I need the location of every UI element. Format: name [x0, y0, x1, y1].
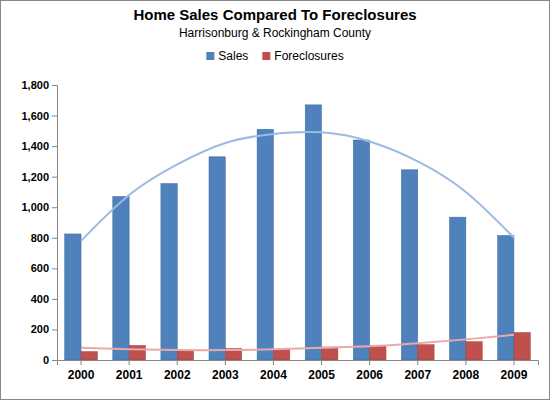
bar — [353, 140, 369, 360]
legend-swatch — [206, 52, 214, 60]
subtitle: Harrisonburg & Rockingham County — [179, 26, 371, 40]
y-tick-label: 400 — [31, 293, 49, 305]
y-tick: 1,000 — [21, 201, 57, 213]
x-tick-mark — [465, 360, 466, 365]
y-tick-label: 1,600 — [21, 110, 49, 122]
bar — [129, 345, 145, 360]
legend: Sales Foreclosures — [206, 49, 343, 63]
y-tick-label: 800 — [31, 232, 49, 244]
x-tick-mark — [129, 360, 130, 365]
trend-line — [81, 335, 514, 350]
y-tick: 600 — [31, 262, 57, 274]
x-tick-label: 2009 — [501, 368, 528, 382]
x-tick: 2008 — [452, 360, 479, 382]
x-tick-label: 2007 — [404, 368, 431, 382]
y-tick-mark — [52, 116, 57, 117]
y-tick: 1,600 — [21, 110, 57, 122]
plot: 0 200 400 600 800 1,000 1,200 1,400 1,600 1,800 20… — [21, 79, 538, 382]
y-tick: 0 — [43, 354, 57, 366]
x-tick-label: 2001 — [116, 368, 143, 382]
y-tick-mark — [52, 299, 57, 300]
chart-border — [1, 1, 550, 400]
y-tick-label: 1,400 — [21, 140, 49, 152]
legend-swatch — [262, 52, 270, 60]
legend-label: Foreclosures — [274, 49, 343, 63]
y-tick-mark — [52, 177, 57, 178]
x-axis-line — [58, 361, 539, 366]
x-tick-mark — [225, 360, 226, 365]
x-tick: 2003 — [212, 360, 239, 382]
bar — [65, 234, 81, 360]
y-tick: 1,400 — [21, 140, 57, 152]
bar — [418, 345, 434, 360]
y-axis-line — [52, 86, 58, 361]
x-tick-mark — [177, 360, 178, 365]
x-tick: 2006 — [356, 360, 383, 382]
x-tick: 2001 — [116, 360, 143, 382]
x-tick-label: 2002 — [164, 368, 191, 382]
x-tick-mark — [81, 360, 82, 365]
x-tick: 2005 — [308, 360, 335, 382]
x-axis: 2000 2001 2002 2003 2004 2005 2006 2007 2008 2009 — [58, 360, 539, 382]
x-tick: 2007 — [404, 360, 431, 382]
bar — [466, 342, 482, 360]
y-tick-label: 1,800 — [21, 79, 49, 91]
x-tick: 2002 — [164, 360, 191, 382]
bar — [305, 105, 321, 360]
y-tick: 200 — [31, 323, 57, 335]
legend-item: Sales — [206, 49, 248, 63]
x-tick-label: 2004 — [260, 368, 287, 382]
bar — [498, 235, 514, 360]
y-tick-label: 1,200 — [21, 171, 49, 183]
y-tick: 1,800 — [21, 79, 57, 91]
y-tick-mark — [52, 207, 57, 208]
y-tick-label: 600 — [31, 262, 49, 274]
x-tick-label: 2005 — [308, 368, 335, 382]
y-tick-mark — [52, 268, 57, 269]
chart: Home Sales Compared To Foreclosures Harri… — [0, 0, 550, 400]
x-tick-label: 2003 — [212, 368, 239, 382]
bar — [81, 352, 97, 360]
bar — [177, 351, 193, 360]
x-tick-mark — [369, 360, 370, 365]
bar — [370, 345, 386, 360]
legend-label: Sales — [218, 49, 248, 63]
x-tick-label: 2008 — [452, 368, 479, 382]
y-tick-mark — [52, 360, 57, 361]
x-tick: 2000 — [68, 360, 95, 382]
x-tick-label: 2006 — [356, 368, 383, 382]
x-tick: 2004 — [260, 360, 287, 382]
y-tick-label: 200 — [31, 323, 49, 335]
y-tick-mark — [52, 85, 57, 86]
y-tick: 400 — [31, 293, 57, 305]
x-tick-mark — [417, 360, 418, 365]
marks — [65, 105, 531, 360]
x-tick-mark — [321, 360, 322, 365]
bar — [161, 184, 177, 360]
y-tick-label: 1,000 — [21, 201, 49, 213]
x-tick-mark — [273, 360, 274, 365]
bar — [113, 197, 129, 360]
y-tick-mark — [52, 329, 57, 330]
bar — [273, 349, 289, 360]
bar — [322, 347, 338, 360]
trend-line — [81, 132, 514, 241]
y-tick-label: 0 — [43, 354, 49, 366]
legend-item: Foreclosures — [262, 49, 343, 63]
x-tick-mark — [513, 360, 514, 365]
y-tick-mark — [52, 238, 57, 239]
title: Home Sales Compared To Foreclosures — [133, 6, 416, 23]
x-tick-label: 2000 — [68, 368, 95, 382]
y-axis: 0 200 400 600 800 1,000 1,200 1,400 1,600 1,800 — [21, 79, 57, 366]
x-tick: 2009 — [501, 360, 528, 382]
y-tick-mark — [52, 146, 57, 147]
bar — [514, 333, 530, 361]
bar — [257, 129, 273, 360]
bar — [401, 170, 417, 360]
bar — [209, 157, 225, 360]
y-tick: 1,200 — [21, 171, 57, 183]
y-tick: 800 — [31, 232, 57, 244]
